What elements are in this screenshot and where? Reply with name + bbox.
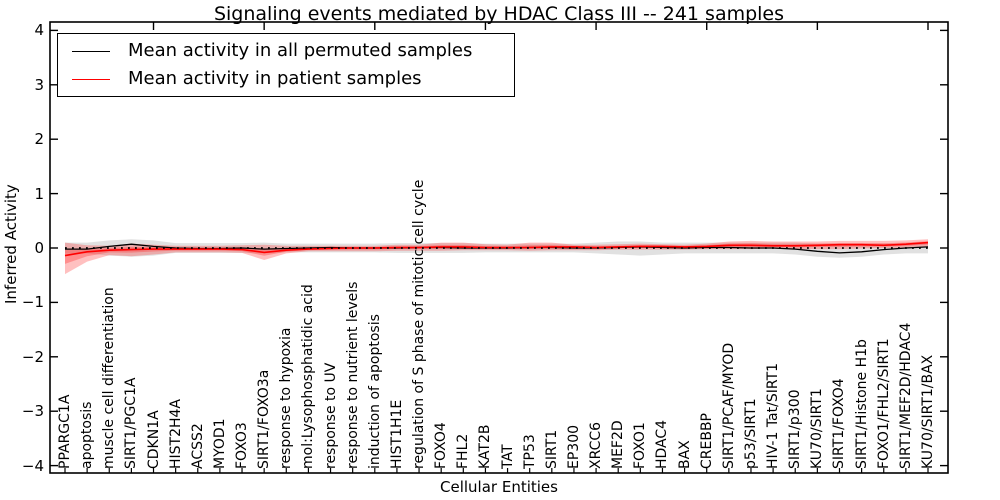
y-tick-label: −3	[21, 402, 44, 421]
legend-line-black-icon	[72, 50, 110, 52]
y-tick-label: 4	[34, 21, 44, 40]
x-tick-label: EP300	[565, 424, 582, 469]
x-tick-label: SIRT1/Histone H1b	[853, 339, 870, 469]
x-tick-label: FOXO4	[433, 422, 450, 469]
x-tick-label: HIST2H4A	[167, 398, 184, 469]
x-tick-label: p53/SIRT1	[742, 398, 759, 469]
x-tick-label: apoptosis	[79, 401, 96, 469]
x-tick-label: SIRT1/FOXO4	[831, 378, 848, 469]
patient-mean-line	[64, 241, 929, 257]
x-tick-label: HIST1H1E	[388, 399, 405, 469]
x-tick-label: FHL2	[455, 433, 472, 469]
x-tick-label: KU70/SIRT1/BAX	[920, 354, 936, 469]
x-tick-label: BAX	[676, 440, 693, 469]
x-tick-label: SIRT1/FOXO3a	[256, 369, 273, 469]
legend-line-red-icon	[72, 78, 110, 80]
legend-item-patient: Mean activity in patient samples	[58, 68, 514, 90]
x-tick-label: response to nutrient levels	[344, 281, 361, 469]
x-tick-label: SIRT1/PCAF/MYOD	[720, 342, 737, 469]
x-tick-label: FOXO1	[632, 422, 649, 469]
x-tick-label: HIV-1 Tat/SIRT1	[765, 362, 782, 469]
y-tick-label: 1	[34, 184, 44, 203]
x-tick-label: FOXO1/FHL2/SIRT1	[875, 338, 892, 469]
x-tick-label: CDKN1A	[145, 410, 162, 469]
x-axis-label: Cellular Entities	[440, 478, 558, 496]
x-tick-label: FOXO3	[234, 422, 251, 469]
x-tick-label: MYOD1	[211, 418, 228, 469]
y-tick-label: 0	[34, 239, 44, 257]
x-tick-label: PPARGC1A	[57, 394, 73, 469]
y-tick-label: −4	[21, 456, 44, 475]
x-tick-label: induction of apoptosis	[366, 314, 383, 469]
x-tick-label: response to hypoxia	[278, 327, 295, 469]
x-tick-label: KAT2B	[477, 424, 494, 470]
legend-item-permuted: Mean activity in all permuted samples	[58, 40, 514, 62]
legend: Mean activity in all permuted samples Me…	[57, 33, 515, 97]
x-tick-label: muscle cell differentiation	[101, 287, 118, 469]
legend-label-permuted: Mean activity in all permuted samples	[128, 40, 473, 61]
y-tick-label: 3	[34, 75, 44, 94]
x-tick-label: TP53	[521, 434, 538, 469]
chart-title: Signaling events mediated by HDAC Class …	[213, 3, 785, 25]
x-tick-label: TAT	[499, 444, 516, 469]
x-tick-label: SIRT1	[543, 429, 560, 469]
x-tick-label: response to UV	[322, 362, 339, 469]
x-tick-label: MEF2D	[610, 420, 627, 469]
y-tick-label: 2	[34, 130, 44, 149]
x-tick-label: XRCC6	[588, 421, 605, 469]
y-tick-label: −2	[21, 347, 44, 366]
x-tick-label: CREBBP	[698, 413, 715, 469]
x-tick-label: SIRT1/MEF2D/HDAC4	[897, 322, 914, 469]
x-tick-label: mol:Lysophosphatidic acid	[300, 284, 317, 469]
legend-label-patient: Mean activity in patient samples	[128, 68, 422, 89]
y-axis-label: Inferred Activity	[2, 184, 20, 304]
x-tick-label: ACSS2	[189, 423, 206, 469]
y-tick-label: −1	[21, 293, 44, 312]
x-tick-label: SIRT1/PGC1A	[123, 377, 140, 469]
x-tick-label: regulation of S phase of mitotic cell cy…	[411, 179, 428, 469]
x-tick-label: HDAC4	[654, 419, 671, 469]
x-tick-label: SIRT1/p300	[787, 389, 804, 469]
x-tick-label: KU70/SIRT1	[809, 388, 826, 469]
